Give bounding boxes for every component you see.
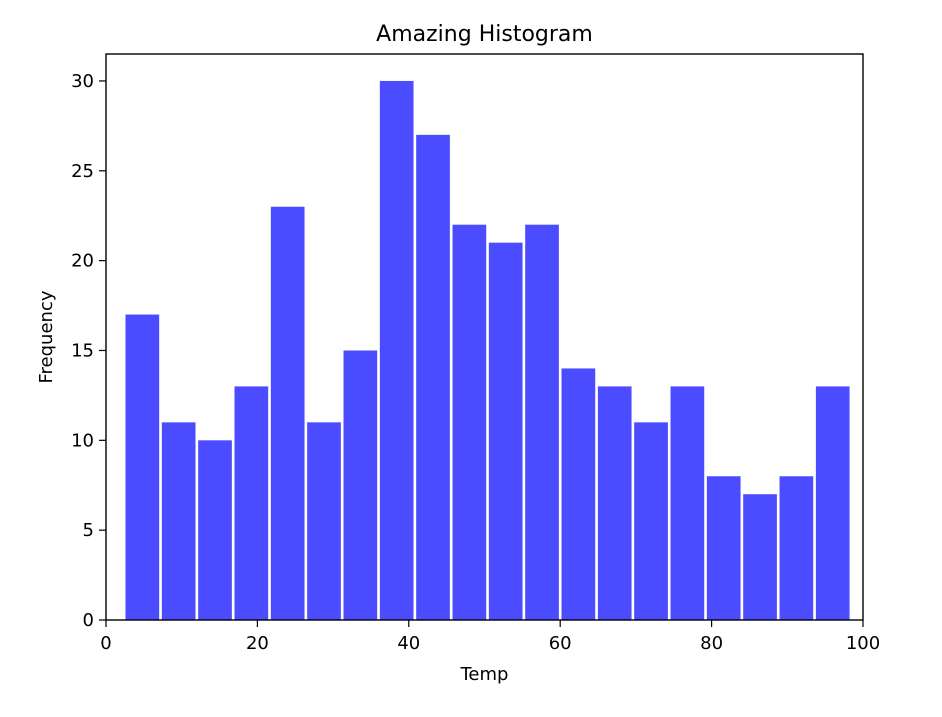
histogram-bar-13 [597, 386, 632, 620]
x-axis-ticks: 0 20 40 60 80 100 [100, 620, 880, 654]
plot-frame [105, 53, 864, 621]
histogram-bar-18 [779, 476, 814, 620]
histogram-bar-11 [525, 224, 559, 620]
histogram-bar-12 [561, 368, 596, 620]
y-tick-label: 0 [83, 610, 94, 631]
x-tick-label: 100 [846, 633, 880, 654]
chart-title: Amazing Histogram [376, 22, 593, 47]
x-tick-label: 80 [700, 633, 723, 654]
histogram-bar-14 [634, 422, 668, 620]
histogram-bar-7 [379, 80, 414, 620]
histogram-bar-8 [416, 134, 450, 621]
x-tick-label: 60 [549, 633, 572, 654]
x-tick-label: 20 [246, 633, 269, 654]
y-tick-label: 5 [83, 520, 94, 541]
histogram-bar-3 [234, 386, 269, 620]
histogram-bar-17 [743, 494, 777, 620]
y-tick-label: 25 [71, 161, 94, 182]
histogram-bar-9 [452, 224, 487, 620]
histogram-bar-15 [670, 386, 705, 620]
histogram-bar-19 [815, 386, 850, 620]
histogram-bar-1 [161, 422, 196, 620]
histogram-bar-2 [198, 440, 232, 620]
x-tick-label: 0 [100, 633, 111, 654]
histogram-bar-16 [706, 476, 741, 620]
y-tick-label: 10 [71, 430, 94, 451]
histogram-bar-0 [125, 314, 160, 620]
histogram-bar-10 [488, 242, 523, 621]
bars-layer [125, 80, 850, 621]
histogram-bar-6 [343, 350, 378, 620]
y-axis-label: Frequency [36, 290, 57, 383]
y-tick-label: 30 [71, 71, 94, 92]
y-axis-ticks: 0 5 10 15 20 25 30 [71, 71, 106, 631]
histogram-bar-5 [307, 422, 341, 620]
histogram-bar-4 [270, 206, 305, 621]
y-tick-label: 15 [71, 340, 94, 361]
x-tick-label: 40 [397, 633, 420, 654]
y-tick-label: 20 [71, 251, 94, 272]
x-axis-label: Temp [460, 664, 509, 685]
